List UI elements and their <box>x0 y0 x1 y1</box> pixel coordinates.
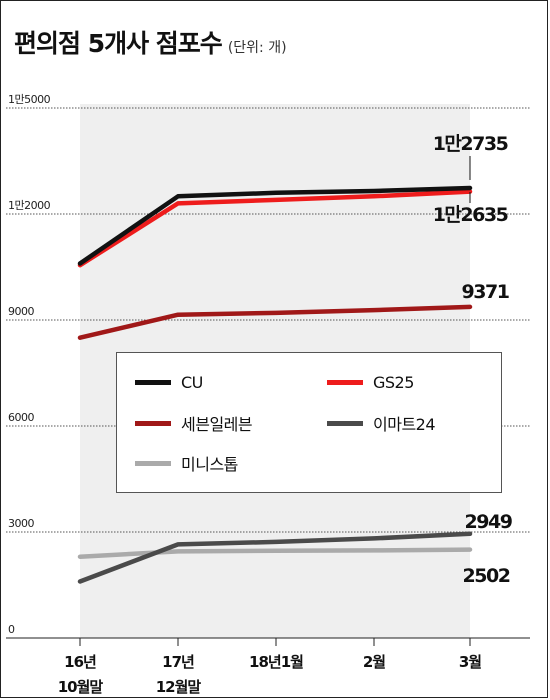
title-row: 편의점 5개사 점포수 (단위: 개) <box>14 24 287 60</box>
series-line-3 <box>77 531 473 584</box>
legend-label-cu: CU <box>181 373 203 392</box>
x-tick-label-line2: 10월말 <box>58 678 104 696</box>
end-value-label: 1만2635 <box>433 204 508 226</box>
legend-swatch-emart24 <box>327 420 363 426</box>
legend-swatch-seven-eleven <box>135 420 171 426</box>
x-tick-label: 3월 <box>459 653 481 671</box>
legend-swatch-cu <box>135 380 171 385</box>
legend-swatch-gs25 <box>327 380 363 385</box>
legend: CU GS25 세븐일레븐 이마트24 미니스톱 <box>116 352 502 493</box>
y-tick-label: 1만2000 <box>8 199 51 212</box>
series-line-1 <box>77 189 473 268</box>
legend-label-seven-eleven: 세븐일레븐 <box>181 415 253 434</box>
legend-label-ministop: 미니스톱 <box>181 455 238 474</box>
legend-item-emart24: 이마트24 <box>327 411 436 435</box>
y-tick-label: 6000 <box>8 411 34 424</box>
end-value-label: 9371 <box>462 281 509 303</box>
y-tick-label: 0 <box>8 623 15 636</box>
x-tick-label: 2월 <box>363 653 385 671</box>
end-value-label: 1만2735 <box>433 133 508 155</box>
x-tick-label: 16년 <box>64 653 96 671</box>
y-tick-label: 1만5000 <box>8 93 51 106</box>
x-tick-label-line2: 12월말 <box>156 678 202 696</box>
series-line-4 <box>77 547 473 559</box>
end-value-label: 2502 <box>463 565 510 587</box>
series-line-2 <box>77 304 473 340</box>
legend-item-cu: CU <box>135 373 203 392</box>
end-value-label: 2949 <box>465 511 512 533</box>
x-tick-label: 17년 <box>162 653 194 671</box>
unit-label: (단위: 개) <box>227 40 287 56</box>
legend-item-gs25: GS25 <box>327 373 414 392</box>
legend-item-ministop: 미니스톱 <box>135 451 238 475</box>
y-tick-label: 9000 <box>8 305 34 318</box>
legend-label-gs25: GS25 <box>373 373 414 392</box>
legend-swatch-ministop <box>135 460 171 466</box>
chart-title: 편의점 5개사 점포수 <box>14 29 223 58</box>
legend-item-seven-eleven: 세븐일레븐 <box>135 411 253 435</box>
y-tick-label: 3000 <box>8 517 34 530</box>
x-tick-label: 18년1월 <box>249 653 303 671</box>
legend-label-emart24: 이마트24 <box>373 415 436 434</box>
series-line-0 <box>77 185 473 266</box>
